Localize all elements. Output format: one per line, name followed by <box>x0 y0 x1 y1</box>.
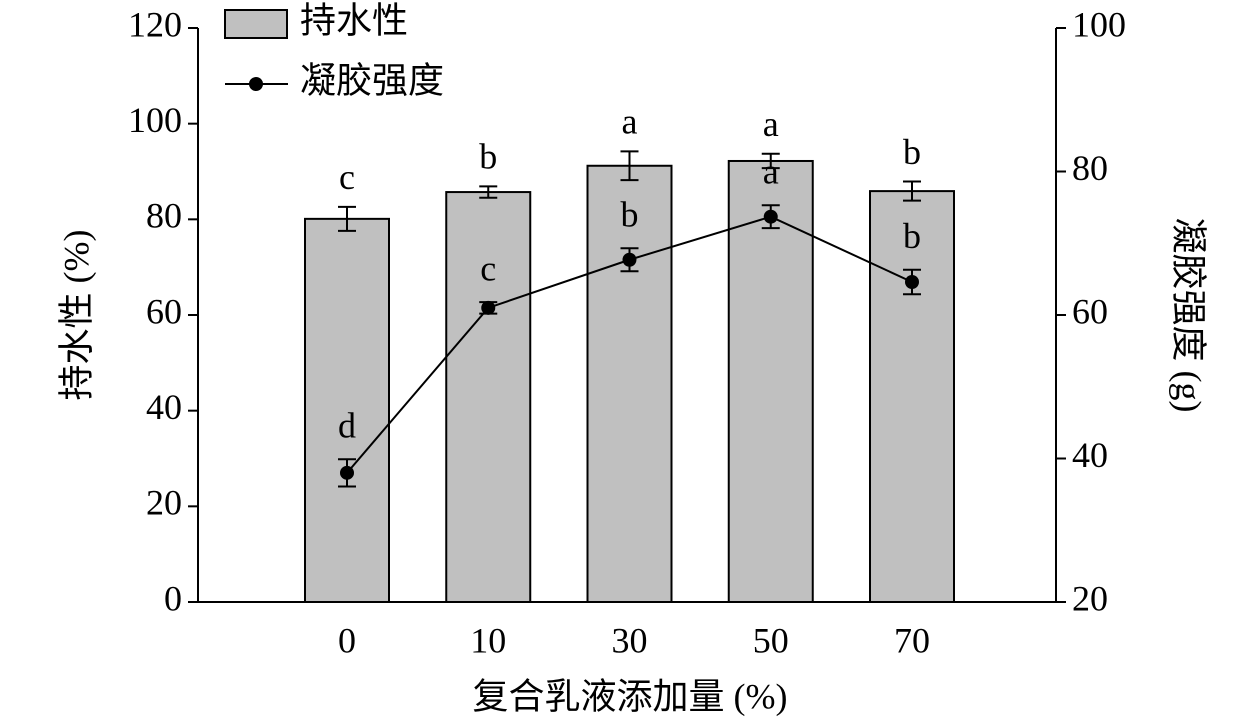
marker <box>763 209 778 224</box>
y2-tick-label: 20 <box>1072 578 1108 618</box>
legend-label: 凝胶强度 <box>300 60 444 100</box>
y-tick-label: 60 <box>146 291 182 331</box>
significance-label: c <box>480 248 496 288</box>
significance-label: b <box>479 137 497 177</box>
marker <box>340 465 354 480</box>
legend-label: 持水性 <box>300 0 408 40</box>
x-tick-label: 50 <box>753 620 789 660</box>
y-tick-label: 120 <box>128 4 182 44</box>
legend-swatch <box>249 77 263 91</box>
marker <box>622 252 637 267</box>
significance-label: c <box>339 157 355 197</box>
x-tick-label: 30 <box>612 620 648 660</box>
y-tick-label: 40 <box>146 387 182 427</box>
y2-axis-title: 凝胶强度 (g) <box>1169 218 1209 413</box>
significance-label: a <box>763 151 779 191</box>
significance-label: b <box>621 195 639 235</box>
x-axis-title: 复合乳液添加量 (%) <box>473 676 788 716</box>
y-axis-title: 持水性 (%) <box>56 230 96 401</box>
significance-label: b <box>903 132 921 172</box>
y-tick-label: 0 <box>164 578 182 618</box>
significance-label: a <box>763 104 779 144</box>
y-tick-label: 80 <box>146 196 182 236</box>
y-tick-label: 100 <box>128 100 182 140</box>
significance-label: a <box>622 102 638 142</box>
x-tick-label: 10 <box>470 620 506 660</box>
bar <box>869 190 955 603</box>
significance-label: d <box>338 405 356 445</box>
significance-label: b <box>903 216 921 256</box>
x-tick-label: 70 <box>894 620 930 660</box>
x-tick-label: 0 <box>338 620 356 660</box>
bar <box>304 217 390 603</box>
y-tick-label: 20 <box>146 483 182 523</box>
marker <box>905 274 919 289</box>
marker <box>481 300 496 315</box>
legend-swatch <box>224 9 288 39</box>
y2-tick-label: 40 <box>1072 435 1108 475</box>
y2-tick-label: 80 <box>1072 148 1108 188</box>
y2-tick-label: 60 <box>1072 291 1108 331</box>
y2-tick-label: 100 <box>1072 4 1126 44</box>
